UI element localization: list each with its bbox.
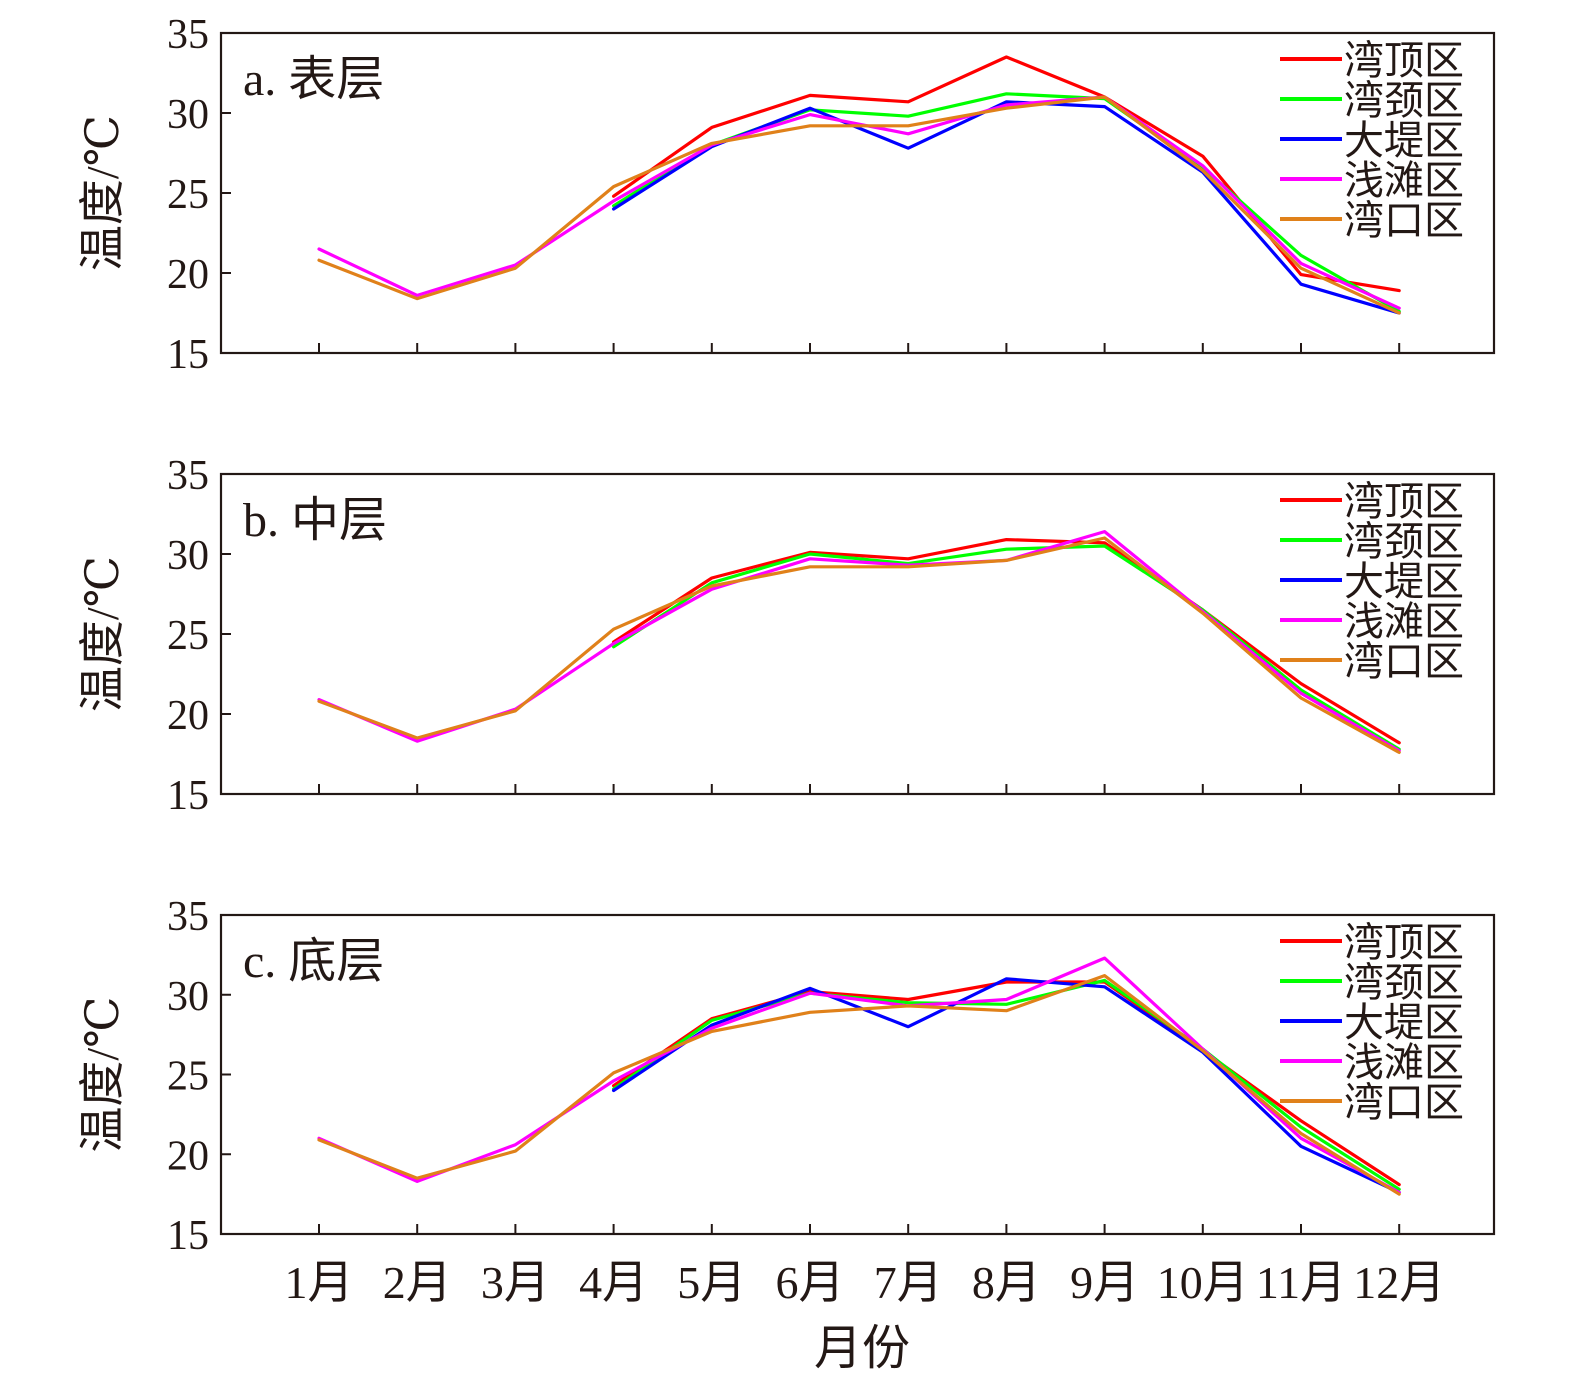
y-tick-label: 25 <box>167 1054 209 1100</box>
legend-label: 湾口区 <box>1344 1080 1464 1125</box>
series-line-4 <box>317 95 1401 310</box>
y-tick-label: 35 <box>167 453 209 499</box>
x-tick-label: 3月 <box>481 1257 550 1308</box>
y-tick-label: 20 <box>167 1133 209 1179</box>
y-tick-label: 35 <box>167 12 209 58</box>
legend-label: 湾颈区 <box>1344 519 1464 564</box>
series-line-5 <box>317 536 1401 755</box>
series-line-1 <box>611 55 1401 293</box>
x-tick-label: 8月 <box>972 1257 1041 1308</box>
series-line-3 <box>611 977 1401 1195</box>
y-tick-label: 35 <box>167 894 209 940</box>
legend-label: 湾颈区 <box>1344 960 1464 1005</box>
x-tick-label: 2月 <box>383 1257 452 1308</box>
y-axis-label: 温度/℃ <box>77 556 128 712</box>
x-tick-label: 10月 <box>1157 1257 1249 1308</box>
legend-label: 湾顶区 <box>1344 920 1464 965</box>
legend-label: 湾顶区 <box>1344 38 1464 83</box>
y-tick-label: 25 <box>167 172 209 218</box>
series-line-1 <box>611 980 1401 1187</box>
x-tick-label: 6月 <box>776 1257 845 1308</box>
x-tick-label: 12月 <box>1353 1257 1445 1308</box>
panel-title: c. 底层 <box>243 935 384 988</box>
y-tick-label: 30 <box>167 533 209 579</box>
legend-label: 浅滩区 <box>1344 1040 1464 1085</box>
x-axis-label: 月份 <box>814 1322 910 1375</box>
y-tick-label: 20 <box>167 252 209 298</box>
legend-label: 浅滩区 <box>1344 158 1464 203</box>
plot-frame <box>219 31 1496 355</box>
legend-label: 湾口区 <box>1344 639 1464 684</box>
series-line-2 <box>611 544 1401 751</box>
legend-label: 大堤区 <box>1344 1000 1464 1045</box>
series-line-1 <box>611 537 1401 745</box>
chart-panel-3: 15 20 25 30 35 1月 2月 3月 4月 5月 6月 7月 8月 9月 10月 11月 12月 温度/… <box>77 894 1496 1308</box>
x-tick-label: 11月 <box>1256 1257 1346 1308</box>
legend-label: 湾颈区 <box>1344 78 1464 123</box>
legend-label: 浅滩区 <box>1344 599 1464 644</box>
legend-label: 湾顶区 <box>1344 479 1464 524</box>
series-line-5 <box>317 973 1401 1196</box>
y-tick-label: 30 <box>167 974 209 1020</box>
plot-frame <box>219 913 1496 1236</box>
series-line-5 <box>317 95 1401 315</box>
plot-frame <box>219 472 1496 796</box>
y-axis-label: 温度/℃ <box>77 115 128 271</box>
y-tick-label: 20 <box>167 693 209 739</box>
series-line-3 <box>611 100 1401 315</box>
panel-title: b. 中层 <box>243 494 387 547</box>
legend-label: 湾口区 <box>1344 198 1464 243</box>
y-tick-label: 15 <box>167 1213 209 1259</box>
panel-title: a. 表层 <box>243 53 384 106</box>
x-tick-label: 7月 <box>874 1257 943 1308</box>
legend-label: 大堤区 <box>1344 559 1464 604</box>
series-line-2 <box>611 92 1401 313</box>
x-tick-label: 1月 <box>285 1257 354 1308</box>
x-tick-label: 9月 <box>1070 1257 1139 1308</box>
y-tick-label: 15 <box>167 773 209 819</box>
y-tick-label: 15 <box>167 332 209 378</box>
y-tick-label: 30 <box>167 92 209 138</box>
x-tick-label: 4月 <box>579 1257 648 1308</box>
y-axis-label: 温度/℃ <box>77 996 128 1152</box>
y-tick-label: 25 <box>167 613 209 659</box>
legend-label: 大堤区 <box>1344 118 1464 163</box>
x-tick-label: 5月 <box>677 1257 746 1308</box>
